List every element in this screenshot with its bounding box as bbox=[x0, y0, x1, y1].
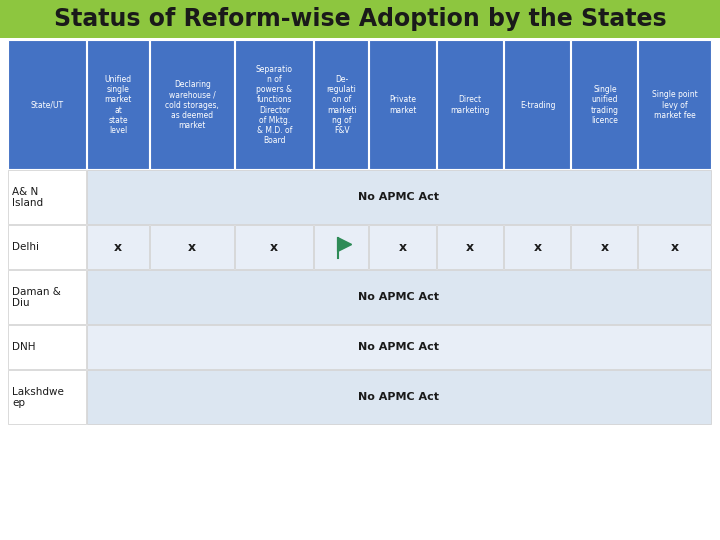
Bar bbox=[639, 225, 711, 269]
Text: No APMC Act: No APMC Act bbox=[359, 192, 439, 202]
Bar bbox=[8, 225, 86, 269]
Text: x: x bbox=[671, 241, 679, 254]
Text: Delhi: Delhi bbox=[12, 242, 39, 253]
Text: x: x bbox=[600, 241, 609, 254]
Text: State/UT: State/UT bbox=[31, 100, 64, 110]
Bar bbox=[150, 225, 234, 269]
Bar bbox=[150, 40, 234, 169]
Text: x: x bbox=[188, 241, 197, 254]
Text: E-trading: E-trading bbox=[520, 100, 555, 110]
Text: Declaring
warehouse /
cold storages,
as deemed
market: Declaring warehouse / cold storages, as … bbox=[166, 80, 219, 130]
Bar bbox=[235, 225, 312, 269]
Bar bbox=[8, 325, 86, 369]
Bar bbox=[87, 225, 149, 269]
Text: No APMC Act: No APMC Act bbox=[359, 393, 439, 402]
Text: De-
regulati
on of
marketi
ng of
F&V: De- regulati on of marketi ng of F&V bbox=[327, 76, 356, 134]
Text: Daman &
Diu: Daman & Diu bbox=[12, 287, 61, 308]
Text: x: x bbox=[270, 241, 279, 254]
Bar bbox=[8, 40, 86, 169]
Bar bbox=[8, 270, 86, 324]
Text: x: x bbox=[114, 241, 122, 254]
Bar bbox=[369, 225, 436, 269]
Bar bbox=[314, 225, 369, 269]
Bar bbox=[436, 40, 503, 169]
Bar bbox=[639, 40, 711, 169]
Bar bbox=[314, 40, 369, 169]
Bar bbox=[571, 225, 637, 269]
Bar bbox=[87, 325, 711, 369]
Bar bbox=[8, 370, 86, 424]
Text: x: x bbox=[399, 241, 407, 254]
Text: Unified
single
market
at
state
level: Unified single market at state level bbox=[104, 76, 132, 134]
Bar bbox=[87, 170, 711, 224]
Bar bbox=[0, 0, 720, 38]
Bar bbox=[571, 40, 637, 169]
Text: Single
unified
trading
licence: Single unified trading licence bbox=[591, 85, 618, 125]
Bar bbox=[8, 170, 86, 224]
Polygon shape bbox=[338, 238, 351, 252]
Text: DNH: DNH bbox=[12, 342, 35, 353]
Text: No APMC Act: No APMC Act bbox=[359, 293, 439, 302]
Bar bbox=[235, 40, 312, 169]
Text: x: x bbox=[534, 241, 541, 254]
Bar bbox=[369, 40, 436, 169]
Bar bbox=[87, 40, 149, 169]
Text: Lakshdwe
ep: Lakshdwe ep bbox=[12, 387, 64, 408]
Bar bbox=[87, 370, 711, 424]
Text: Status of Reform-wise Adoption by the States: Status of Reform-wise Adoption by the St… bbox=[54, 7, 666, 31]
Text: Separatio
n of
powers &
functions
Director
of Mktg.
& M.D. of
Board: Separatio n of powers & functions Direct… bbox=[256, 65, 293, 145]
Text: Private
market: Private market bbox=[390, 96, 417, 114]
Bar bbox=[436, 225, 503, 269]
Text: No APMC Act: No APMC Act bbox=[359, 342, 439, 353]
Text: x: x bbox=[467, 241, 474, 254]
Bar bbox=[504, 40, 570, 169]
Bar bbox=[504, 225, 570, 269]
Bar bbox=[87, 270, 711, 324]
Text: Single point
levy of
market fee: Single point levy of market fee bbox=[652, 90, 698, 119]
Text: A& N
Island: A& N Island bbox=[12, 187, 43, 208]
Text: Direct
marketing: Direct marketing bbox=[451, 96, 490, 114]
